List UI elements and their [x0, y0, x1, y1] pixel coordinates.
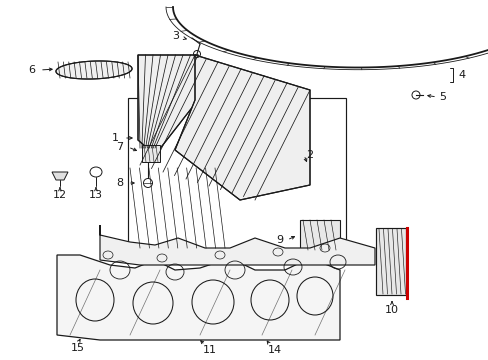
- Polygon shape: [375, 228, 405, 295]
- Polygon shape: [100, 225, 374, 265]
- Polygon shape: [52, 172, 68, 180]
- Text: 4: 4: [458, 70, 465, 80]
- Text: 1: 1: [111, 133, 118, 143]
- Text: 2: 2: [306, 150, 313, 160]
- Text: 8: 8: [116, 178, 123, 188]
- Text: 15: 15: [71, 343, 85, 353]
- Polygon shape: [142, 145, 160, 162]
- Text: 6: 6: [28, 65, 36, 75]
- Polygon shape: [175, 55, 309, 200]
- Text: 3: 3: [172, 31, 179, 41]
- Text: 5: 5: [439, 92, 446, 102]
- Text: 11: 11: [203, 345, 217, 355]
- Text: 7: 7: [116, 142, 123, 152]
- Polygon shape: [138, 55, 198, 155]
- Text: 9: 9: [276, 235, 283, 245]
- Text: 12: 12: [53, 190, 67, 200]
- Polygon shape: [56, 61, 132, 79]
- Text: 14: 14: [267, 345, 282, 355]
- Text: 10: 10: [384, 305, 398, 315]
- Text: 13: 13: [89, 190, 103, 200]
- Polygon shape: [299, 220, 339, 250]
- Polygon shape: [57, 255, 339, 340]
